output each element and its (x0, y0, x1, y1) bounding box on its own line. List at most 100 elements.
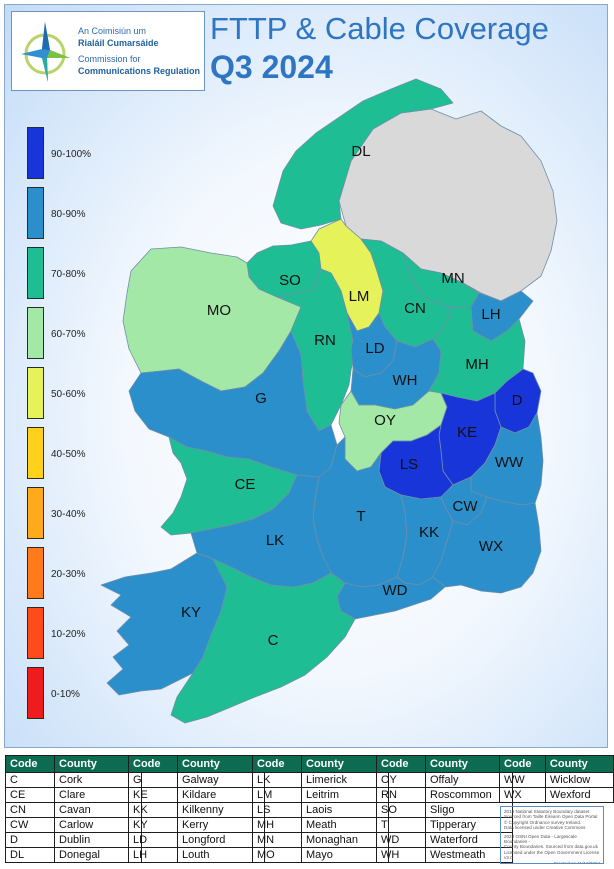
county-name-cell: Sligo (425, 802, 513, 818)
county-label: KE (457, 424, 477, 441)
logo-line-irish-1: An Coimisiún um (78, 26, 147, 36)
legend-label: 0-10% (51, 689, 80, 700)
page-subtitle: Q3 2024 (210, 49, 333, 85)
county-code-cell: KE (128, 787, 178, 803)
county-code-cell: T (376, 817, 426, 833)
county-name-cell: Clare (54, 787, 142, 803)
table-row: G Galway (128, 772, 265, 788)
county-label: D (512, 392, 523, 409)
county-code-cell: WD (376, 832, 426, 848)
logo-line-english-1: Commission for (78, 54, 141, 64)
table-row: WX Wexford (499, 787, 614, 803)
county-label: KK (419, 524, 439, 541)
county-label: CW (453, 498, 479, 515)
county-code-cell: LM (252, 787, 302, 803)
table-row: WD Waterford (376, 832, 513, 848)
credit-line: 2019 National Statutory Boundary dataset (504, 809, 590, 814)
table-header-code: Code (499, 755, 546, 773)
table-row: MO Mayo (252, 847, 389, 863)
data-credits: 2019 National Statutory Boundary dataset… (500, 806, 604, 864)
legend-swatch (27, 667, 44, 719)
county-label: MH (465, 356, 488, 373)
comreg-logo: An Coimisiún um Rialáil Cumarsáide Commi… (11, 11, 205, 91)
credit-line: v3.0 (504, 855, 513, 861)
credit-line: County Boundaries. Sourced from data.gov… (504, 844, 598, 850)
county-code-cell: MN (252, 832, 302, 848)
table-header-code: Code (128, 755, 178, 773)
county-label: RN (314, 332, 336, 349)
table-row: LS Laois (252, 802, 389, 818)
table-header-code: Code (5, 755, 55, 773)
table-row: T Tipperary (376, 817, 513, 833)
county-ky (100, 552, 232, 696)
county-code-table: Code County WW Wicklow WX Wexford (499, 755, 614, 803)
table-row: SO Sligo (376, 802, 513, 818)
county-code-cell: CN (5, 802, 55, 818)
table-row: MH Meath (252, 817, 389, 833)
legend-label: 40-50% (51, 449, 86, 460)
table-row: LK Limerick (252, 772, 389, 788)
county-name-cell: Waterford (425, 832, 513, 848)
table-header-county: County (54, 755, 142, 773)
county-code-cell: CW (5, 817, 55, 833)
county-code-cell: CE (5, 787, 55, 803)
county-code-cell: LK (252, 772, 302, 788)
legend-swatch (27, 367, 44, 419)
county-label: WX (479, 538, 503, 555)
county-label: WW (495, 454, 524, 471)
county-label: SO (279, 272, 301, 289)
table-row: WH Westmeath (376, 847, 513, 863)
county-code-cell: WW (499, 772, 546, 788)
legend-label: 70-80% (51, 269, 86, 280)
county-code-cell: RN (376, 787, 426, 803)
county-code-cell: DL (5, 847, 55, 863)
legend-swatch (27, 547, 44, 599)
table-row: CE Clare (5, 787, 142, 803)
legend-swatch (27, 607, 44, 659)
county-name-cell: Mayo (301, 847, 389, 863)
county-name-cell: Wicklow (544, 772, 614, 788)
county-label: MN (441, 270, 464, 287)
credit-line: Data licensed under Creative Commons (504, 825, 586, 831)
coverage-map: DL SO LM MN CN LH MO RN LD WH MH D G OY KE LS WW CE T CW KK L… (100, 78, 558, 724)
county-code-cell: LD (128, 832, 178, 848)
logo-line-english-2: Communications Regulation (78, 66, 201, 76)
county-code-cell: C (5, 772, 55, 788)
county-code-table: Code County C Cork CE Clare CN Cavan CW Carlow D Du… (5, 755, 142, 863)
table-row: OY Offaly (376, 772, 513, 788)
county-label: DL (351, 143, 370, 160)
credit-line: Sourced from Tailte Éireann Open Data Po… (504, 814, 598, 820)
legend-swatch (27, 427, 44, 479)
county-label: WH (393, 372, 418, 389)
county-code-cell: OY (376, 772, 426, 788)
county-label: T (356, 508, 365, 525)
county-wx (432, 496, 542, 594)
legend-swatch (27, 487, 44, 539)
county-label: CE (235, 476, 256, 493)
legend-label: 80-90% (51, 209, 86, 220)
county-name-cell: Louth (177, 847, 265, 863)
county-code-table: Code County LK Limerick LM Leitrim LS Laois MH Me… (252, 755, 389, 863)
county-name-cell: Wexford (544, 787, 614, 803)
credit-line: Licensed under the Open Government Licen… (504, 849, 600, 855)
county-label: OY (374, 412, 396, 429)
county-label: KY (181, 604, 201, 621)
credit-line: Created on 11/12/2024 (553, 860, 600, 864)
county-code-cell: KY (128, 817, 178, 833)
table-row: MN Monaghan (252, 832, 389, 848)
legend-label: 60-70% (51, 329, 86, 340)
legend-label: 90-100% (51, 149, 92, 160)
county-label: LH (481, 306, 500, 323)
county-label: WD (383, 582, 408, 599)
county-label: MO (207, 302, 231, 319)
legend-swatch (27, 247, 44, 299)
table-header-county: County (177, 755, 265, 773)
table-header-code: Code (376, 755, 426, 773)
county-code-cell: MO (252, 847, 302, 863)
table-row: KY Kerry (128, 817, 265, 833)
table-row: KK Kilkenny (128, 802, 265, 818)
county-dl (272, 78, 454, 230)
table-header-code: Code (252, 755, 302, 773)
county-code-cell: G (128, 772, 178, 788)
legend-label: 10-20% (51, 629, 86, 640)
